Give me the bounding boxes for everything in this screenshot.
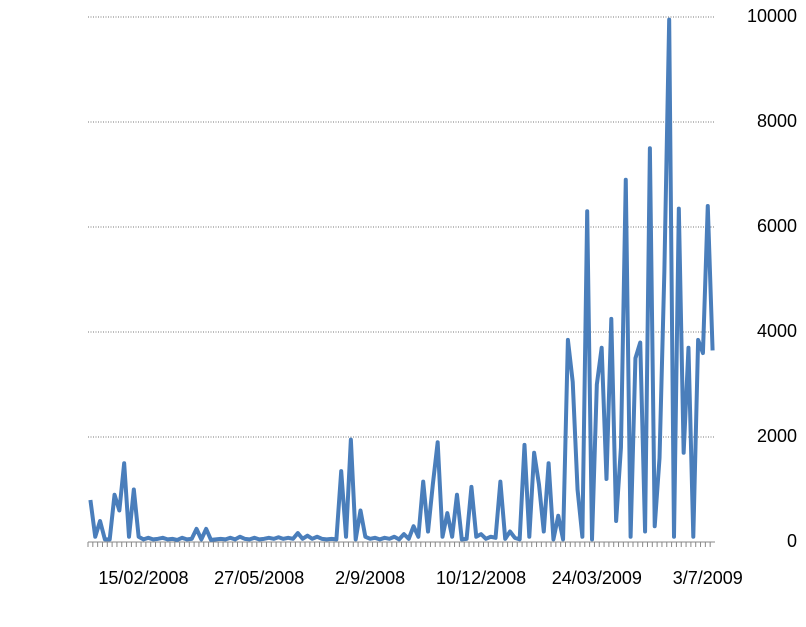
data-line — [88, 17, 715, 542]
y-tick-label: 2000 — [757, 426, 797, 446]
x-tick-label: 2/9/2008 — [335, 568, 405, 588]
y-tick-label: 4000 — [757, 321, 797, 341]
y-tick-label: 0 — [787, 531, 797, 551]
x-tick-label: 27/05/2008 — [214, 568, 304, 588]
y-tick-label: 8000 — [757, 111, 797, 131]
x-tick-label: 3/7/2009 — [673, 568, 743, 588]
x-tick-label: 24/03/2009 — [552, 568, 642, 588]
y-tick-label: 10000 — [747, 6, 797, 26]
y-tick-label: 6000 — [757, 216, 797, 236]
x-tick-label: 15/02/2008 — [98, 568, 188, 588]
x-tick-label: 10/12/2008 — [436, 568, 526, 588]
